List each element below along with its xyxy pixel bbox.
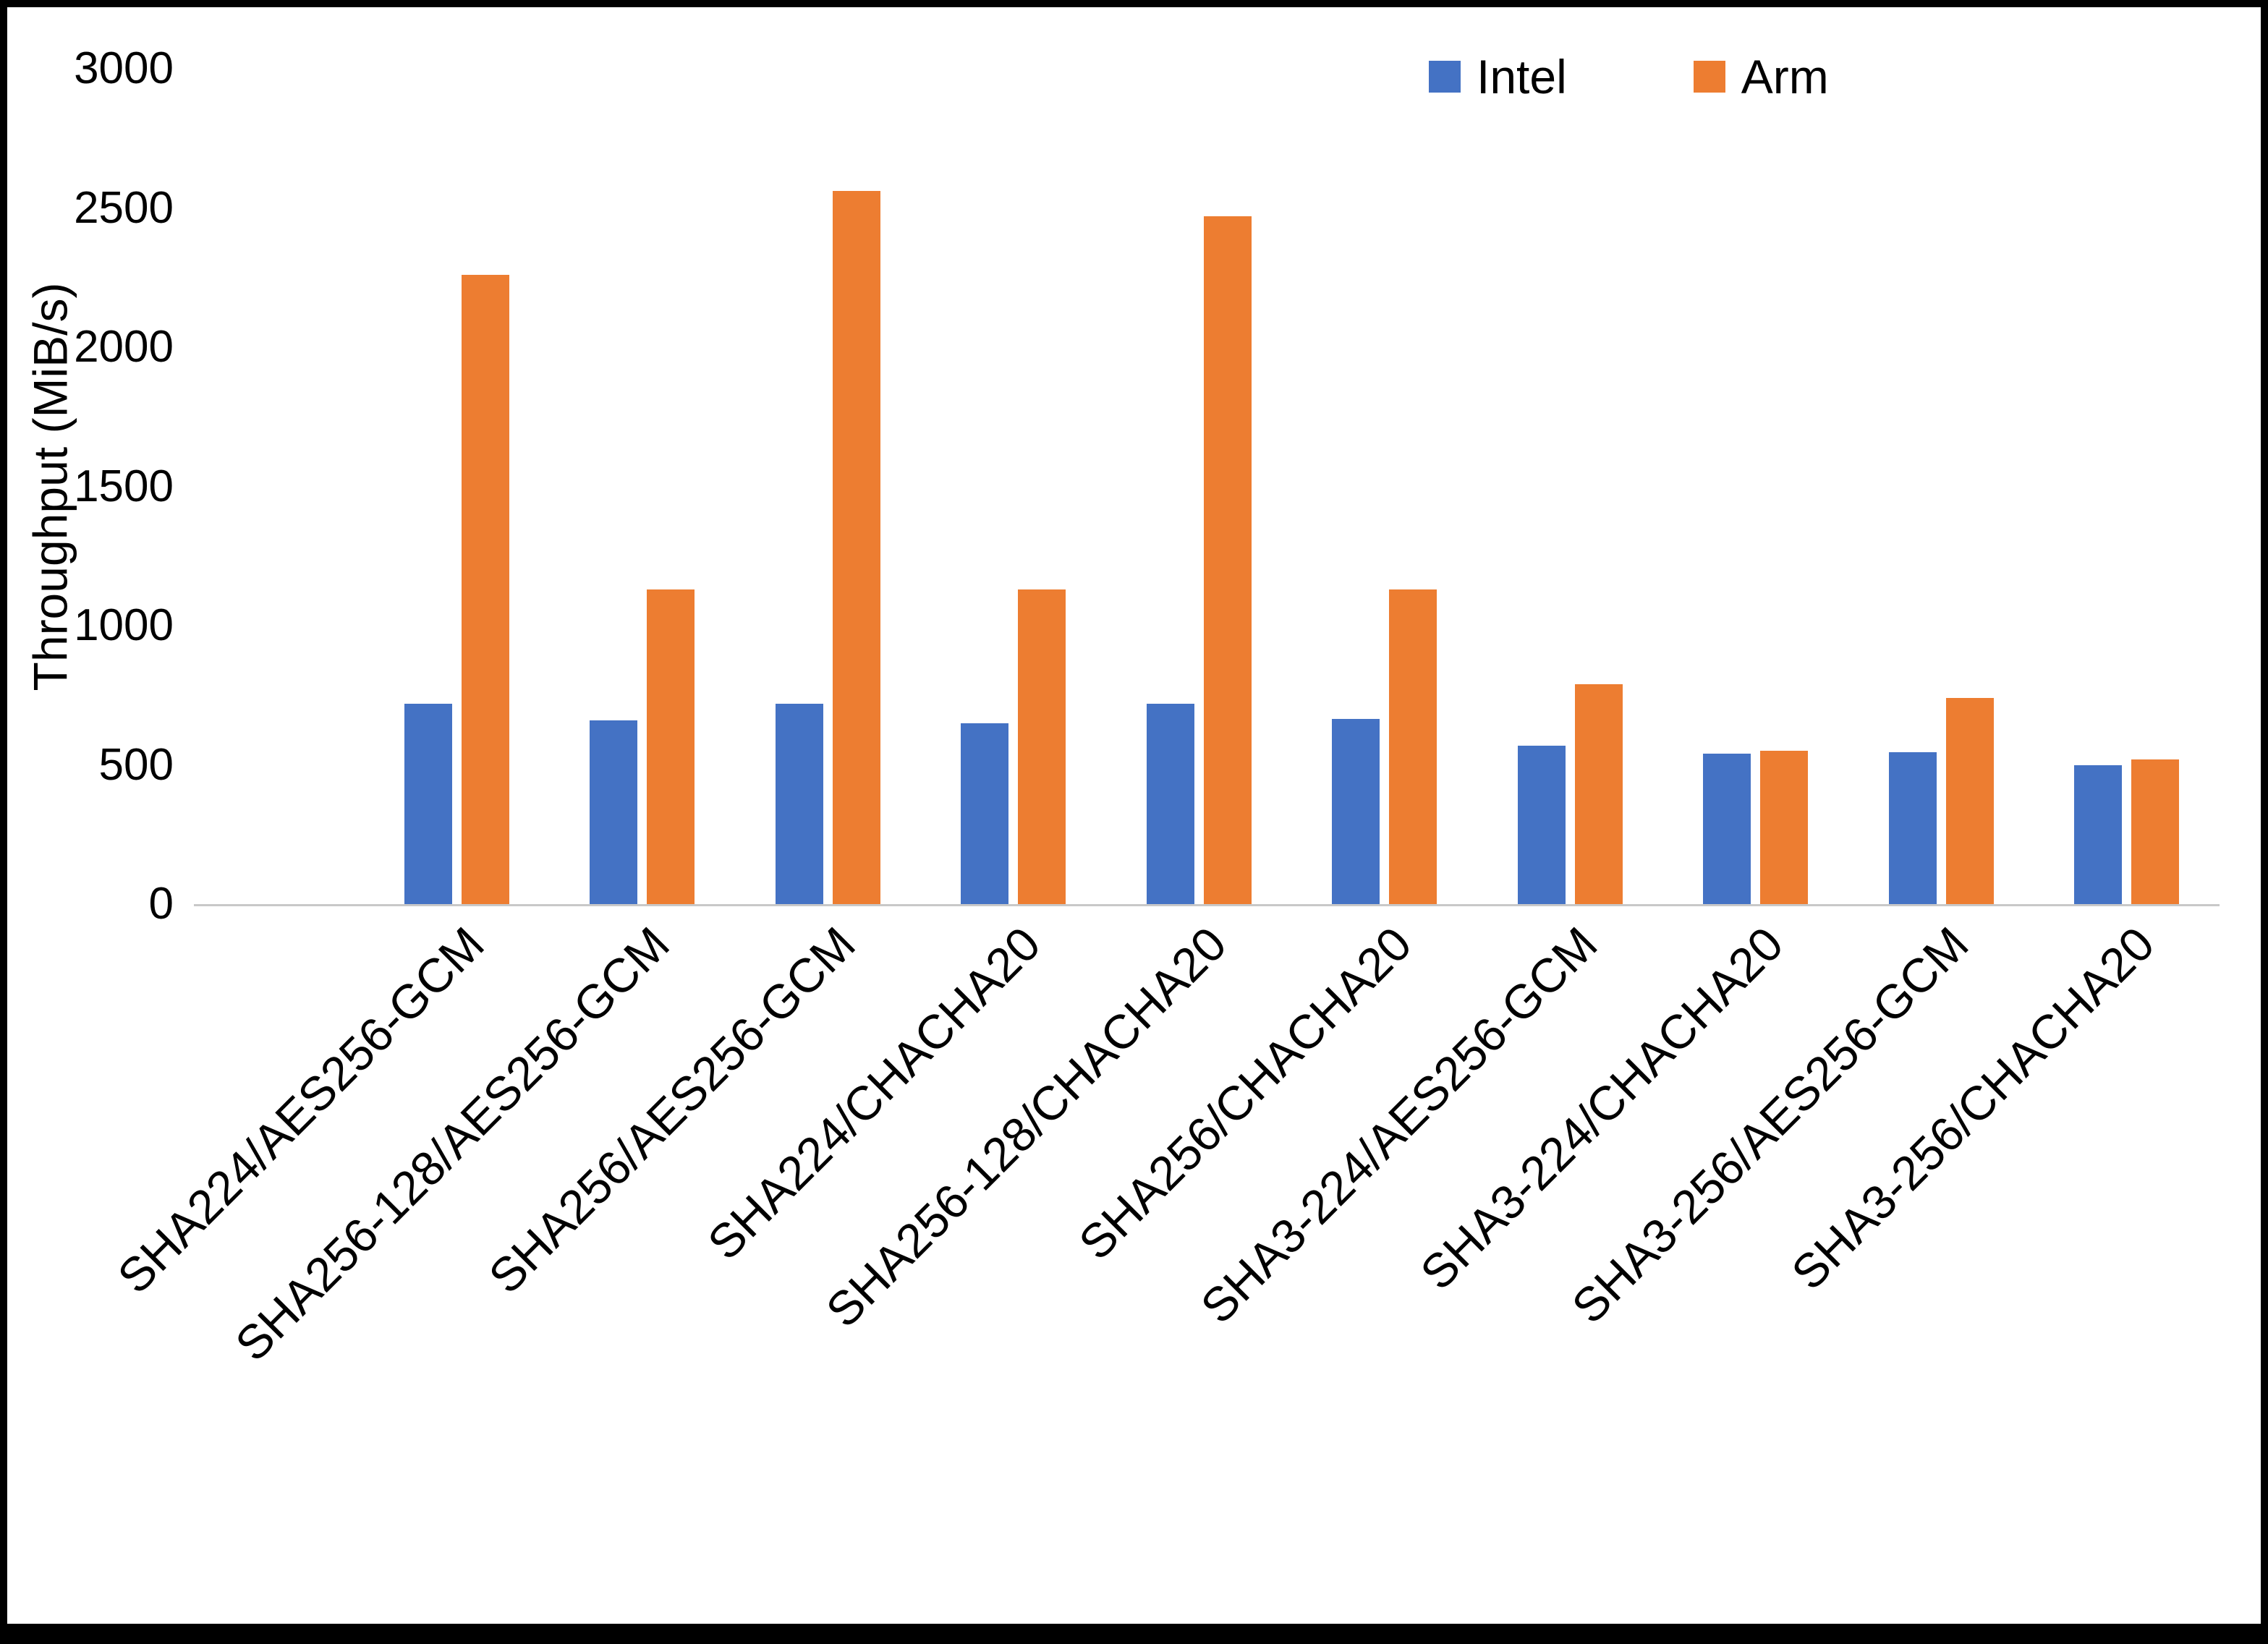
legend-swatch-icon (1429, 61, 1461, 93)
y-tick-label: 3000 (74, 43, 174, 93)
bar-intel (404, 703, 452, 904)
bar-intel (1888, 752, 1937, 904)
bar-group (2034, 69, 2220, 904)
legend: Intel Arm (1429, 49, 1829, 104)
bar-group (364, 69, 550, 904)
y-tick-label: 1500 (74, 461, 174, 511)
bar-intel (1332, 718, 1380, 904)
y-tick-label: 2500 (74, 182, 174, 233)
y-axis: 0 500 1000 1500 2000 2500 3000 (29, 46, 174, 927)
bar-arm (832, 191, 880, 904)
x-axis-label: SHA3-256/AES256-GCM (1561, 916, 1979, 1334)
x-axis-label: SHA256/AES256-GCM (478, 916, 865, 1304)
bar-group (550, 69, 736, 904)
bar-intel (1517, 745, 1566, 904)
y-tick-label: 500 (98, 739, 174, 790)
bar-intel (1146, 703, 1194, 904)
y-tick-label: 2000 (74, 322, 174, 372)
bar-arm (1574, 683, 1623, 904)
x-axis-label: SHA256/CHACHA20 (1069, 916, 1422, 1270)
bar-intel (1703, 754, 1751, 904)
bar-group (921, 69, 1107, 904)
bar-arm (1945, 698, 1994, 904)
legend-item-arm: Arm (1693, 49, 1829, 104)
legend-label: Arm (1741, 50, 1829, 103)
bar-arm (647, 589, 695, 904)
bar-groups (194, 69, 2220, 904)
bar-arm (1389, 589, 1437, 904)
y-tick-label: 0 (148, 879, 174, 929)
legend-item-intel: Intel (1429, 49, 1567, 104)
bar-group (1292, 69, 1478, 904)
bar-group (1477, 69, 1663, 904)
bar-arm (1760, 751, 1809, 904)
x-axis-labels: SHA224/AES256-GCM SHA256-128/AES256-GCM SH… (107, 916, 2220, 1481)
bar-arm (2131, 759, 2180, 904)
x-axis-label: SHA224/AES256-GCM (107, 916, 494, 1304)
legend-label: Intel (1477, 50, 1567, 103)
x-axis-label: SHA3-256/CHACHA20 (1780, 916, 2165, 1300)
bar-group (735, 69, 921, 904)
bar-intel (590, 720, 638, 904)
legend-swatch-icon (1693, 61, 1725, 93)
bar-arm (461, 274, 509, 904)
bar-arm (1203, 216, 1252, 904)
plot-area (194, 69, 2220, 906)
bar-group (1663, 69, 1849, 904)
bar-intel (2074, 764, 2123, 904)
x-axis-label: SHA224/CHACHA20 (697, 916, 1051, 1270)
x-axis-label: SHA3-224/CHACHA20 (1409, 916, 1793, 1300)
bar-intel (961, 723, 1009, 904)
bar-group (1106, 69, 1292, 904)
y-tick-label: 1000 (74, 600, 174, 650)
x-axis-label: SHA3-224/AES256-GCM (1190, 916, 1607, 1334)
bar-group (1848, 69, 2034, 904)
bar-arm (1018, 589, 1066, 904)
bar-intel (775, 703, 823, 904)
